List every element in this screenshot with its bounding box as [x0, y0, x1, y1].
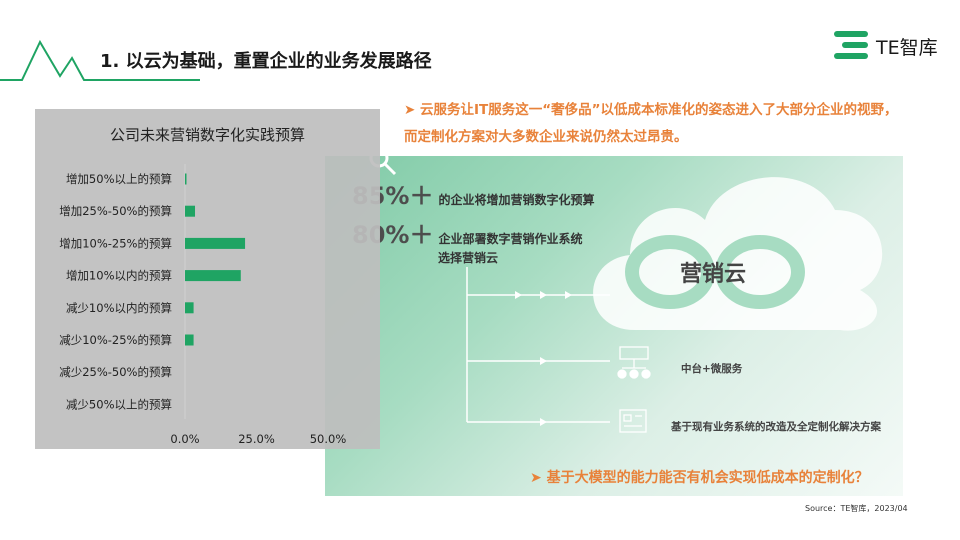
bar: [185, 270, 241, 282]
logo-icon: [834, 31, 868, 59]
x-tick-label: 25.0%: [238, 432, 275, 446]
category-label: 增加10%-25%的预算: [59, 236, 172, 250]
intro-bullet-text: 云服务让IT服务这一“奢侈品”以低成本标准化的姿态进入了大部分企业的视野，而定制…: [404, 102, 898, 145]
category-label: 增加50%以上的预算: [66, 172, 172, 186]
cloud-illustration: [593, 177, 883, 331]
category-label: 增加10%以内的预算: [66, 269, 172, 283]
bar-chart: 增加50%以上的预算增加25%-50%的预算增加10%-25%的预算增加10%以…: [59, 164, 347, 446]
chart-title: 公司未来营销数字化实践预算: [109, 126, 305, 144]
stat-label: 的企业将增加营销数字化预算: [438, 193, 595, 207]
arrow-icon: ➤: [530, 470, 547, 486]
category-label: 减少50%以上的预算: [66, 397, 172, 411]
category-label: 减少10%以内的预算: [66, 301, 172, 315]
stat-label: 企业部署数字营销作业系统: [438, 232, 583, 246]
x-tick-label: 0.0%: [170, 432, 199, 446]
stat-85: 85%＋ 的企业将增加营销数字化预算: [352, 176, 595, 211]
stat-label-line2: 选择营销云: [438, 251, 499, 265]
question-bullet: ➤ 基于大模型的能力能否有机会实现低成本的定制化？: [530, 467, 869, 487]
stat-80: 80%＋ 企业部署数字营销作业系统: [352, 215, 583, 250]
x-tick-label: 50.0%: [310, 432, 347, 446]
category-label: 减少25%-50%的预算: [59, 365, 172, 379]
bar: [185, 334, 194, 346]
question-bullet-text: 基于大模型的能力能否有机会实现低成本的定制化？: [546, 470, 869, 486]
bar: [185, 237, 246, 249]
source-note: Source：TE智库，2023/04: [805, 504, 908, 513]
intro-bullet: ➤ 云服务让IT服务这一“奢侈品”以低成本标准化的姿态进入了大部分企业的视野，而…: [404, 97, 904, 151]
branch-label-middle-platform: 中台+微服务: [681, 363, 743, 375]
category-label: 减少10%-25%的预算: [59, 333, 172, 347]
system-icon: [619, 409, 647, 433]
branch-label-custom-solution: 基于现有业务系统的改造及全定制化解决方案: [671, 421, 881, 433]
logo-text: TE智库: [876, 37, 938, 59]
cloud-label: 营销云: [680, 262, 747, 287]
org-chart-icon: [617, 346, 651, 379]
bar: [185, 302, 194, 314]
page-title: 1. 以云为基础，重置企业的业务发展路径: [100, 51, 432, 72]
flow-diagram: [466, 267, 651, 433]
category-label: 增加25%-50%的预算: [59, 204, 172, 218]
pulse-line-decoration: [0, 39, 200, 81]
bar: [185, 205, 196, 217]
bar: [185, 173, 187, 185]
arrow-icon: ➤: [404, 102, 421, 118]
